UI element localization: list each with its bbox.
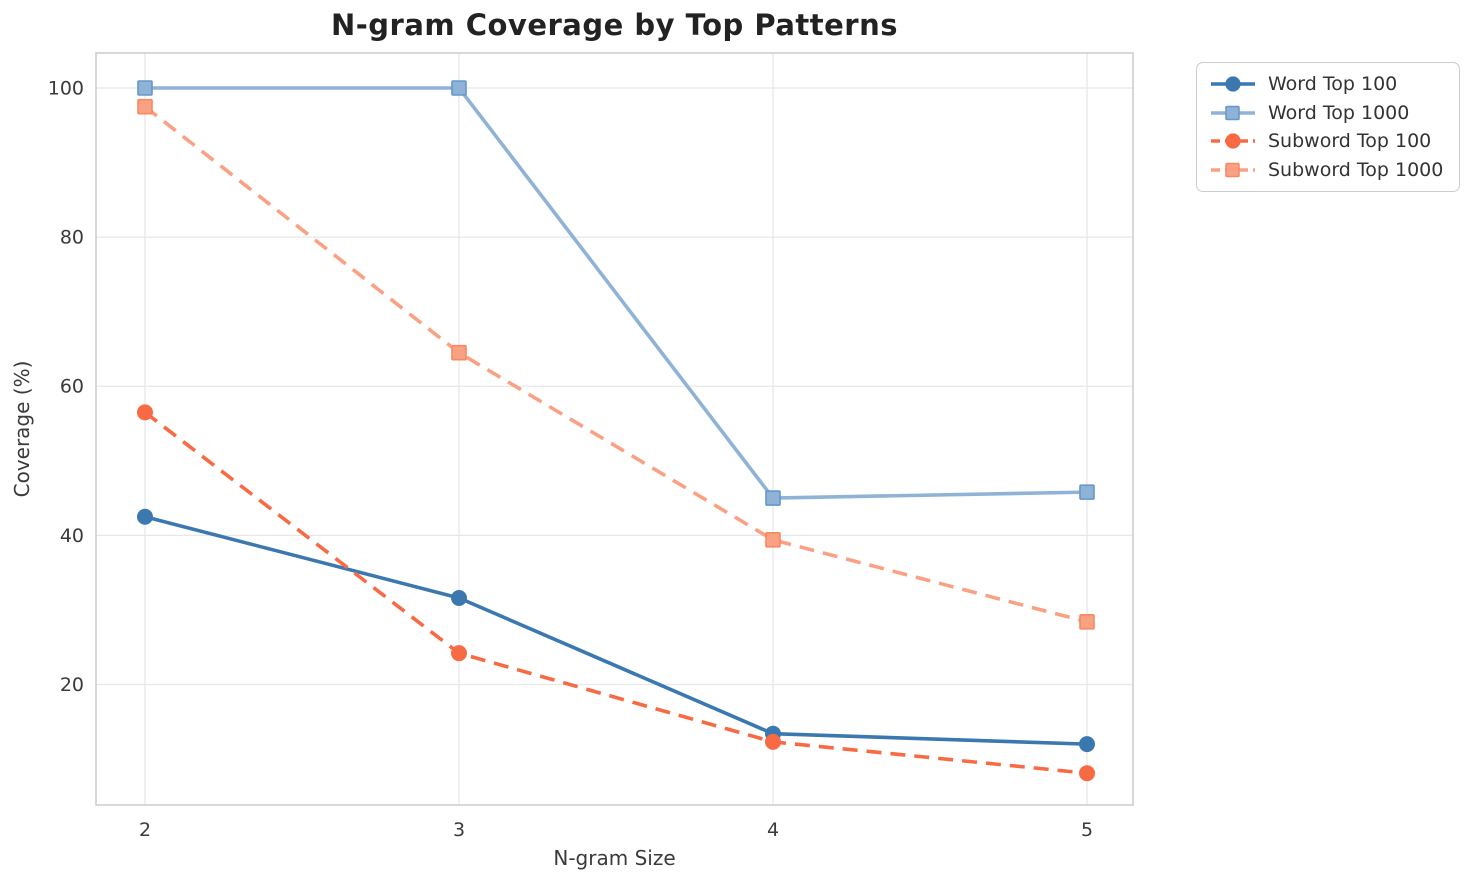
y-tick-label: 80 <box>60 227 84 249</box>
x-tick-label: 5 <box>1081 819 1093 841</box>
data-point <box>1079 614 1095 630</box>
legend-item-label: Word Top 100 <box>1268 73 1398 96</box>
y-tick-label: 100 <box>48 78 84 100</box>
x-tick-label: 4 <box>767 819 779 841</box>
series-line-subword-top-1000 <box>143 105 1088 624</box>
data-point <box>1078 765 1095 782</box>
data-point <box>451 589 468 606</box>
data-point <box>765 490 781 506</box>
series-line-word-top-100 <box>144 514 1088 746</box>
legend-item: Word Top 100 <box>1210 70 1446 99</box>
y-tick-label: 60 <box>60 376 84 398</box>
legend-line-marker-icon <box>1211 76 1255 92</box>
data-point <box>137 98 153 115</box>
y-tick-label: 40 <box>60 525 84 547</box>
legend-item: Subword Top 100 <box>1210 127 1446 156</box>
series-line-word-top-1000 <box>145 86 1088 500</box>
y-tick-label: 20 <box>60 674 84 696</box>
legend-item-label: Word Top 1000 <box>1268 101 1410 124</box>
data-point <box>451 344 467 361</box>
x-tick-label: 3 <box>453 819 465 841</box>
series-line-subword-top-100 <box>143 410 1088 775</box>
data-point <box>451 645 468 662</box>
data-point <box>1078 736 1095 753</box>
data-point <box>451 80 467 96</box>
data-point <box>1079 484 1095 500</box>
data-point <box>765 532 781 548</box>
legend-line-marker-icon <box>1211 162 1255 177</box>
chart-title: N-gram Coverage by Top Patterns <box>330 8 899 42</box>
data-point <box>137 404 154 421</box>
legend-item-label: Subword Top 100 <box>1268 130 1432 153</box>
data-point <box>137 80 153 96</box>
legend-line-marker-icon <box>1211 133 1255 149</box>
legend-item-label: Subword Top 1000 <box>1268 158 1444 181</box>
legend-line-marker-icon <box>1211 105 1255 120</box>
legend-item: Subword Top 1000 <box>1210 156 1446 185</box>
data-point <box>764 733 781 750</box>
legend: Word Top 100 Word Top 1000 Subword Top 1… <box>1196 62 1460 192</box>
plot-border <box>95 52 1134 806</box>
data-point <box>137 508 154 525</box>
legend-item: Word Top 1000 <box>1210 99 1446 128</box>
x-tick-label: 2 <box>139 819 151 841</box>
x-axis-label: N-gram Size <box>553 846 676 870</box>
y-axis-label: Coverage (%) <box>10 360 34 498</box>
